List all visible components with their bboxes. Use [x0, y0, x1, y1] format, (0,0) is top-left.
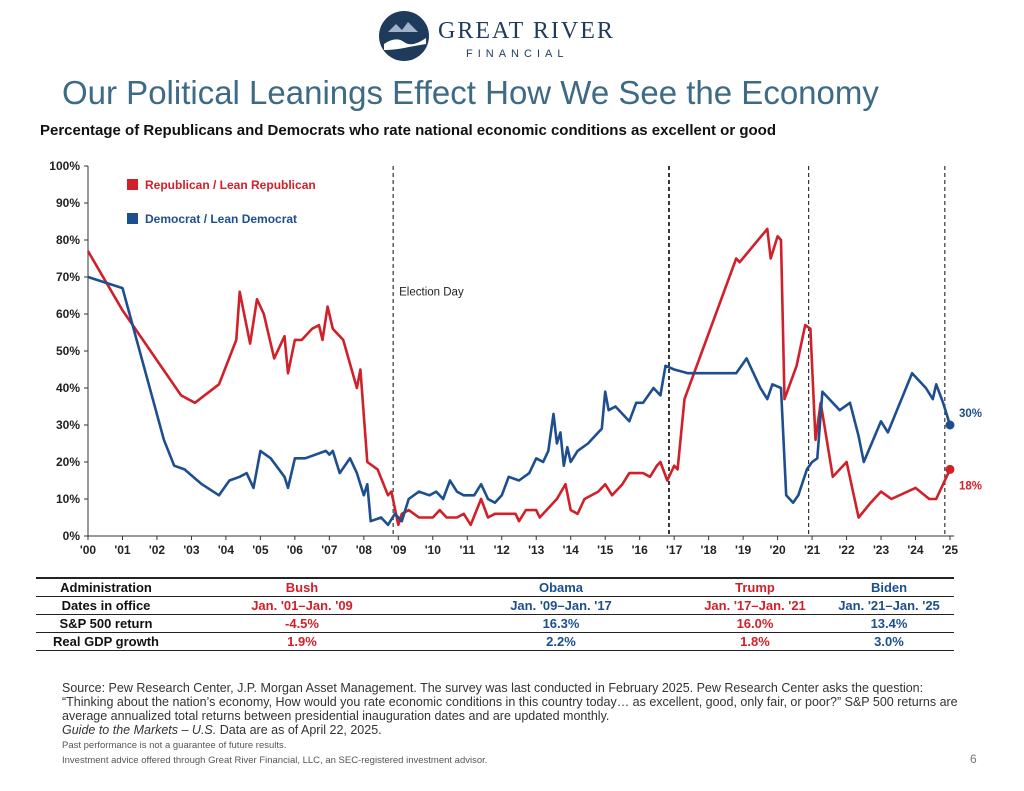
slide-title: Our Political Leanings Effect How We See… [62, 74, 879, 111]
x-tick-label: '14 [563, 543, 580, 557]
y-tick-label: 70% [56, 270, 80, 284]
x-tick-label: '04 [218, 543, 235, 557]
company-logo: GREAT RIVER FINANCIAL [378, 10, 618, 66]
table-cell: -4.5% [285, 616, 319, 631]
y-tick-label: 90% [56, 196, 80, 210]
y-tick-label: 10% [56, 492, 80, 506]
y-tick-label: 30% [56, 418, 80, 432]
table-cell: 3.0% [874, 634, 904, 649]
series-end-marker [945, 420, 955, 430]
administration-table: Administration Bush Obama Trump Biden Da… [36, 577, 954, 651]
table-cell: 16.3% [542, 616, 580, 631]
line-chart: 0% 10% 20% 30% 40% 50% 60% 70% 80% 90% 100% '00 '01 '… [49, 159, 982, 557]
y-tick-label: 100% [49, 159, 80, 173]
x-tick-label: '16 [632, 543, 649, 557]
x-tick-label: '12 [494, 543, 511, 557]
table-cell: Real GDP growth [53, 634, 159, 649]
x-tick-label: '07 [321, 543, 338, 557]
y-tick-label: 0% [63, 529, 81, 543]
river-logo-icon [379, 11, 429, 61]
table-cell: Jan. '21–Jan. '25 [838, 598, 940, 613]
guide-title: Guide to the Markets – U.S. [62, 723, 217, 737]
chart-title: Percentage of Republicans and Democrats … [40, 122, 776, 139]
table-header-row: Administration Bush Obama Trump Biden [36, 577, 954, 597]
y-tick-label: 50% [56, 344, 80, 358]
table-header-cell: Administration [60, 580, 152, 595]
series-end-label: 18% [959, 480, 982, 492]
y-tick-label: 60% [56, 307, 80, 321]
series-line-republican [86, 227, 952, 527]
x-tick-label: '02 [149, 543, 166, 557]
x-tick-label: '09 [390, 543, 407, 557]
table-row: Real GDP growth 1.9% 2.2% 1.8% 3.0% [36, 633, 954, 651]
x-tick-label: '11 [460, 543, 476, 557]
x-tick-label: '13 [528, 543, 545, 557]
x-tick-label: '10 [425, 543, 442, 557]
source-text: Source: Pew Research Center, J.P. Morgan… [62, 681, 958, 723]
table-cell: 2.2% [546, 634, 576, 649]
table-cell: S&P 500 return [59, 616, 153, 631]
x-tick-label: '01 [114, 543, 131, 557]
table-cell: 1.8% [740, 634, 770, 649]
legend-swatch [127, 213, 138, 224]
legend-label: Democrat / Lean Democrat [145, 212, 297, 226]
series-end-marker [945, 464, 955, 474]
table-cell: Jan. '01–Jan. '09 [251, 598, 353, 613]
source-note: Source: Pew Research Center, J.P. Morgan… [62, 681, 962, 737]
legend-swatch [127, 179, 138, 190]
x-tick-label: '08 [356, 543, 373, 557]
x-tick-label: '21 [804, 543, 821, 557]
x-tick-label: '24 [907, 543, 924, 557]
x-tick-label: '17 [666, 543, 683, 557]
series-line-democrat [87, 275, 952, 527]
brand-subtitle: FINANCIAL [466, 48, 569, 60]
table-cell: 13.4% [870, 616, 908, 631]
advisor-text: Investment advice offered through Great … [62, 755, 488, 766]
y-tick-label: 80% [56, 233, 80, 247]
y-tick-label: 20% [56, 455, 80, 469]
x-tick-label: '05 [252, 543, 269, 557]
table-row: Dates in office Jan. '01–Jan. '09 Jan. '… [36, 597, 954, 615]
x-tick-label: '00 [80, 543, 97, 557]
x-tick-label: '20 [769, 543, 786, 557]
x-tick-label: '19 [735, 543, 752, 557]
x-tick-label: '03 [183, 543, 200, 557]
legend-label: Republican / Lean Republican [145, 178, 316, 192]
disclaimer-text: Past performance is not a guarantee of f… [62, 740, 287, 751]
table-header-cell: Trump [735, 580, 775, 595]
table-cell: 1.9% [287, 634, 317, 649]
x-tick-label: '25 [942, 543, 959, 557]
x-tick-label: '23 [873, 543, 890, 557]
brand-name: GREAT RIVER [438, 18, 615, 44]
table-cell: Jan. '17–Jan. '21 [704, 598, 806, 613]
guide-date: Data are as of April 22, 2025. [216, 723, 382, 737]
x-tick-label: '22 [838, 543, 855, 557]
table-cell: Jan. '09–Jan. '17 [510, 598, 612, 613]
x-tick-label: '18 [701, 543, 718, 557]
reference-line-label: Election Day [399, 287, 464, 299]
table-header-cell: Biden [870, 580, 908, 595]
x-tick-label: '06 [287, 543, 304, 557]
y-tick-label: 40% [56, 381, 80, 395]
table-cell: 16.0% [736, 616, 774, 631]
table-header-cell: Bush [285, 580, 319, 595]
table-cell: Dates in office [61, 598, 151, 613]
series-end-label: 30% [959, 408, 982, 420]
table-header-cell: Obama [538, 580, 584, 595]
x-tick-label: '15 [597, 543, 614, 557]
table-row: S&P 500 return -4.5% 16.3% 16.0% 13.4% [36, 615, 954, 633]
guide-note: Guide to the Markets – U.S. Data are as … [62, 723, 962, 737]
page-number: 6 [970, 752, 977, 766]
